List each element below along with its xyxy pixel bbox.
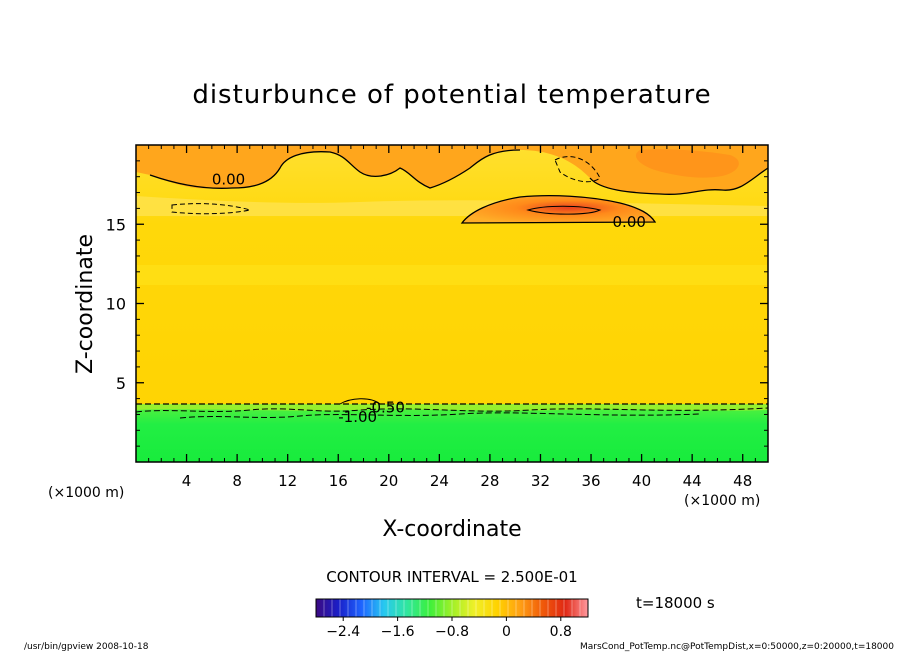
region-top-warm-core [635, 149, 739, 178]
x-tick-label: 12 [278, 472, 297, 490]
contour-zero-top [149, 149, 768, 195]
y-tick-label: 5 [116, 374, 126, 393]
contour-label: -0.50 [366, 399, 405, 417]
y-tick-label: 10 [106, 295, 126, 314]
contour-dashed-lower-2 [136, 407, 768, 413]
contour-dashed-top-right [554, 156, 601, 183]
x-tick-label: 48 [733, 472, 752, 490]
colorbar-tick-label: −0.8 [435, 624, 469, 640]
contour-dashed-upper [171, 203, 251, 215]
x-tick-label: 40 [632, 472, 651, 490]
x-unit-label-right: (×1000 m) [684, 493, 760, 509]
footer-left: /usr/bin/gpview 2008-10-18 [24, 642, 149, 652]
region-top-warm-blobs [136, 145, 768, 195]
colorbar-ramp [316, 599, 588, 617]
colorbar-tick-label: 0 [502, 624, 511, 640]
colorbar: −2.4 −1.6 −0.8 0 0.8 [315, 598, 589, 640]
x-tick-label: 24 [430, 472, 449, 490]
region-mid-band [136, 265, 768, 285]
x-tick-label: 32 [531, 472, 550, 490]
contour-interval-text: CONTOUR INTERVAL = 2.500E-01 [326, 568, 577, 586]
chart-title: disturbunce of potential temperature [192, 80, 711, 110]
contour-labels: 0.00 0.00 -1.00-0.50 [212, 170, 646, 426]
x-unit-label-left: (×1000 m) [48, 485, 124, 501]
x-axis: 4 8 12 16 20 24 28 32 36 40 44 48 [148, 145, 756, 490]
contour-zero-patch [460, 195, 657, 224]
colorbar-stripes [323, 599, 581, 617]
plot-area [136, 145, 768, 462]
colorbar-ticks: −2.4 −1.6 −0.8 0 0.8 [326, 617, 572, 640]
region-lower-negative-layer [136, 404, 768, 462]
contour-dashed-lower-3 [179, 412, 701, 419]
contour-label: 0.00 [613, 213, 646, 231]
contour-lines [136, 149, 768, 419]
y-axis: 5 10 15 [106, 160, 768, 447]
x-axis-title: X-coordinate [382, 517, 521, 542]
contour-solid-lower [339, 398, 381, 405]
x-tick-label: 44 [683, 472, 702, 490]
x-tick-label: 4 [182, 472, 192, 490]
x-tick-label: 36 [581, 472, 600, 490]
region-warm-patch [462, 195, 655, 223]
colorbar-tick-label: −2.4 [326, 624, 360, 640]
y-axis-title: Z-coordinate [73, 234, 98, 374]
contour-label: -1.00 [338, 408, 377, 426]
contour-zero-patch-inner [526, 205, 602, 215]
x-tick-label: 20 [379, 472, 398, 490]
contour-label: 0.00 [212, 170, 245, 188]
x-tick-label: 8 [232, 472, 242, 490]
x-tick-label: 16 [329, 472, 348, 490]
footer-right: MarsCond_PotTemp.nc@PotTempDist,x=0:5000… [580, 642, 894, 652]
time-text: t=18000 s [636, 594, 715, 612]
colorbar-tick-label: −1.6 [381, 624, 415, 640]
colorbar-tick-label: 0.8 [550, 624, 572, 640]
region-lower-transition [136, 404, 768, 411]
x-tick-label: 28 [480, 472, 499, 490]
y-tick-label: 15 [106, 215, 126, 234]
